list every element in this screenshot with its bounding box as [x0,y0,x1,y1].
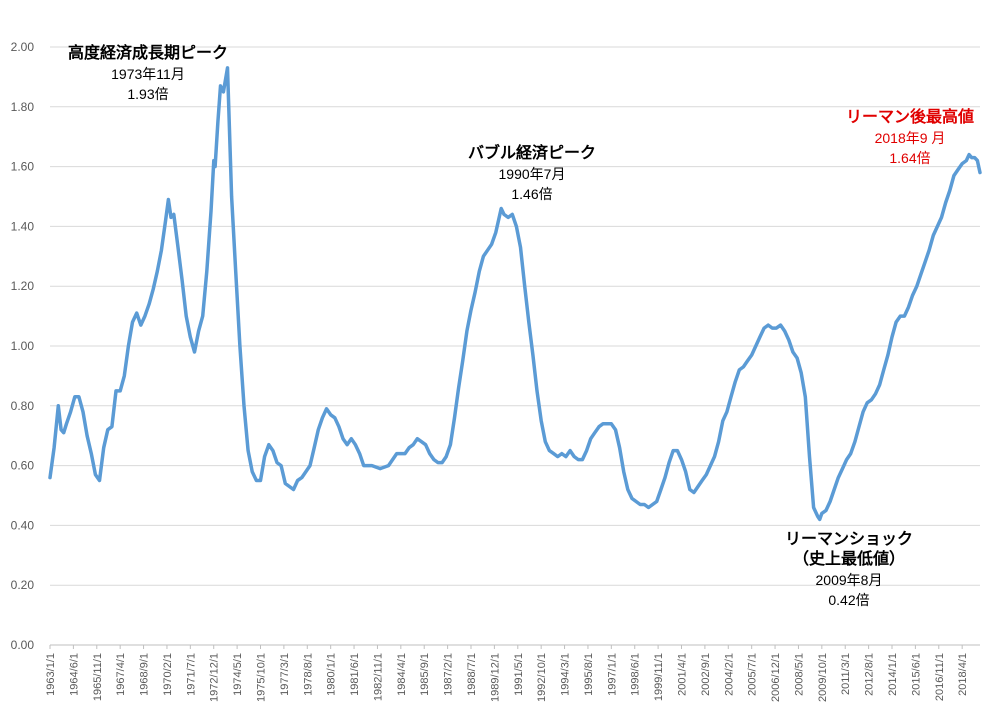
x-tick-label: 1972/12/1 [209,653,221,702]
x-tick-label: 1970/2/1 [162,653,174,696]
y-tick-label: 0.20 [11,578,35,592]
x-tick-label: 2014/1/1 [887,653,899,696]
annotation-value: 1.64倍 [889,150,931,166]
annotation-post-lehman-high: リーマン後最高値 2018年9 月 1.64倍 [846,108,974,168]
x-tick-label: 1989/12/1 [489,653,501,702]
x-tick-label: 2002/9/1 [700,653,712,696]
annotation-subtitle: （史上最低値） [792,551,906,568]
annotation-date: 2009年8月 [815,572,883,588]
x-tick-label: 2006/12/1 [770,653,782,702]
x-tick-label: 1978/8/1 [302,653,314,696]
x-tick-label: 2009/10/1 [817,653,829,702]
x-tick-label: 2015/6/1 [910,653,922,696]
annotation-title: バブル経済ピーク [467,145,597,162]
x-tick-label: 1967/4/1 [115,653,127,696]
x-tick-label: 2016/11/1 [934,653,946,701]
x-tick-label: 1968/9/1 [139,653,151,696]
y-tick-label: 0.00 [11,638,35,652]
y-tick-label: 0.80 [11,399,35,413]
annotation-date: 1973年11月 [111,66,185,82]
annotation-lehman-shock: リーマンショック （史上最低値） 2009年8月 0.42倍 [785,530,913,610]
x-tick-label: 1980/1/1 [326,653,338,696]
annotation-peak-1973: 高度経済成長期ピーク 1973年11月 1.93倍 [68,44,228,104]
y-tick-label: 1.00 [11,339,35,353]
x-tick-label: 1998/6/1 [630,653,642,696]
annotation-title: リーマン後最高値 [845,109,975,126]
x-tick-label: 1999/11/1 [653,653,665,701]
x-tick-label: 1963/1/1 [45,653,57,696]
annotation-title: 高度経済成長期ピーク [67,45,229,62]
x-tick-label: 1974/5/1 [232,653,244,696]
x-tick-label: 1988/7/1 [466,653,478,696]
y-tick-label: 2.00 [11,40,35,54]
x-tick-label: 1975/10/1 [256,653,268,702]
x-tick-label: 1997/1/1 [606,653,618,696]
annotation-value: 1.93倍 [127,86,169,102]
x-tick-label: 2001/4/1 [677,653,689,696]
x-tick-label: 1971/7/1 [185,653,197,696]
x-tick-label: 1965/11/1 [92,653,104,701]
y-axis-ticks: 0.00 0.20 0.40 0.60 0.80 1.00 1.20 1.40 1.60 1.80… [11,40,35,652]
x-tick-label: 2012/8/1 [864,653,876,696]
x-tick-label: 1991/5/1 [513,653,525,696]
x-tick-label: 1987/2/1 [443,653,455,696]
x-tick-label: 2005/7/1 [747,653,759,696]
x-tick-label: 2018/4/1 [957,653,969,696]
x-tick-label: 1982/11/1 [372,653,384,701]
y-tick-label: 1.40 [11,219,35,233]
y-tick-label: 0.40 [11,518,35,532]
x-tick-label: 1992/10/1 [536,653,548,702]
x-tick-label: 2011/3/1 [840,653,852,695]
annotation-date: 2018年9 月 [874,130,946,146]
x-tick-label: 1964/6/1 [68,653,80,696]
gridlines [50,46,980,586]
annotation-bubble-1990: バブル経済ピーク 1990年7月 1.46倍 [468,144,596,204]
annotation-value: 1.46倍 [511,186,553,202]
series-line [48,66,982,522]
y-tick-label: 0.60 [11,459,35,473]
x-axis-ticks: 1963/1/1 1964/6/1 1965/11/1 1967/4/1 1968/9/… [45,645,969,702]
y-tick-label: 1.60 [11,160,35,174]
annotation-value: 0.42倍 [828,592,870,608]
x-tick-label: 1995/8/1 [583,653,595,696]
y-tick-label: 1.20 [11,279,35,293]
annotation-date: 1990年7月 [498,166,566,182]
x-tick-label: 2004/2/1 [723,653,735,696]
x-tick-label: 1994/3/1 [560,653,572,696]
annotation-title: リーマンショック [784,531,914,548]
x-tick-label: 1977/3/1 [279,653,291,696]
x-tick-label: 1981/6/1 [349,653,361,696]
y-tick-label: 1.80 [11,100,35,114]
x-tick-label: 1984/4/1 [396,653,408,696]
x-tick-label: 1985/9/1 [419,653,431,696]
x-tick-label: 2008/5/1 [793,653,805,696]
